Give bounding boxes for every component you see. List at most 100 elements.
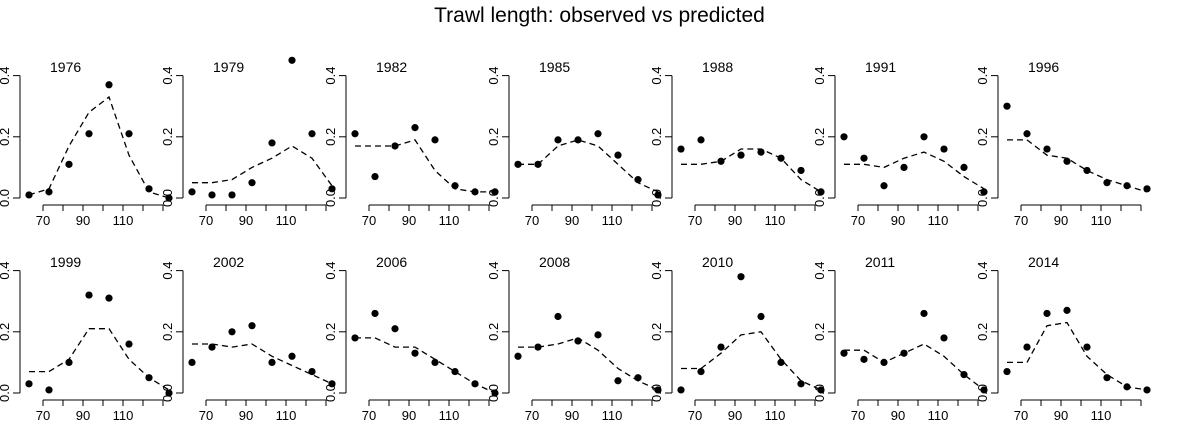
x-tick-label: 70 [688, 408, 702, 423]
y-tick-label: 0.4 [160, 262, 175, 280]
panel-2011: 0.0 0.2 0.4 70 90 110 2011 [812, 254, 988, 423]
y-tick-label: 0.4 [486, 67, 501, 85]
y-tick-label: 0.2 [812, 323, 827, 341]
observed-point [697, 136, 705, 144]
predicted-line [681, 148, 822, 193]
y-tick-label: 0.0 [160, 189, 175, 207]
panel-year-label: 1996 [1028, 59, 1059, 75]
x-tick-label: 110 [765, 213, 786, 228]
observed-point [391, 325, 399, 333]
x-tick-label: 90 [565, 213, 579, 228]
panel-year-label: 2002 [213, 254, 244, 270]
observed-point [1043, 309, 1051, 318]
x-tick-label: 90 [76, 213, 90, 228]
predicted-line [844, 343, 985, 391]
y-tick-label: 0.4 [0, 262, 12, 280]
x-tick-label: 90 [1054, 213, 1068, 228]
y-tick-label: 0.0 [0, 189, 12, 207]
y-tick-label: 0.0 [649, 189, 664, 207]
predicted-line [518, 139, 659, 193]
observed-point [654, 386, 662, 394]
chart-title: Trawl length: observed vs predicted [434, 4, 765, 27]
panel-year-label: 1988 [702, 59, 733, 75]
y-tick-label: 0.2 [975, 323, 990, 341]
observed-point [554, 312, 562, 321]
observed-point [777, 154, 785, 162]
x-tick-label: 110 [439, 213, 460, 228]
observed-point [1143, 185, 1151, 193]
x-tick-label: 70 [1014, 213, 1028, 228]
observed-point [228, 191, 236, 199]
observed-point [1003, 102, 1011, 110]
observed-point [125, 340, 133, 348]
predicted-line [1007, 139, 1148, 193]
observed-point [777, 358, 785, 366]
x-tick-label: 110 [113, 408, 134, 423]
y-tick-label: 0.2 [323, 323, 338, 341]
panel-1979: 0.0 0.2 0.4 70 90 110 1979 [160, 56, 336, 228]
observed-point [411, 349, 419, 357]
y-tick-label: 0.2 [649, 128, 664, 146]
panel-2014: 0.0 0.2 0.4 70 90 110 2014 [975, 254, 1151, 423]
y-tick-label: 0.2 [486, 128, 501, 146]
x-tick-label: 70 [688, 213, 702, 228]
observed-point [940, 145, 948, 153]
observed-point [25, 380, 33, 388]
y-tick-label: 0.2 [486, 323, 501, 341]
observed-point [1103, 374, 1111, 382]
x-tick-label: 110 [602, 213, 623, 228]
observed-point [1023, 343, 1031, 351]
x-tick-label: 110 [276, 408, 297, 423]
x-tick-label: 90 [239, 213, 253, 228]
x-tick-label: 90 [1054, 408, 1068, 423]
observed-point [614, 377, 622, 385]
y-tick-label: 0.0 [975, 384, 990, 402]
y-tick-label: 0.4 [323, 67, 338, 85]
observed-point [471, 188, 479, 196]
panel-year-label: 1985 [539, 59, 570, 75]
observed-point [1063, 157, 1071, 165]
x-tick-label: 90 [402, 408, 416, 423]
y-tick-label: 0.4 [812, 262, 827, 280]
x-tick-label: 70 [36, 408, 50, 423]
y-tick-label: 0.2 [0, 128, 12, 146]
y-tick-label: 0.4 [649, 67, 664, 85]
y-tick-label: 0.0 [649, 384, 664, 402]
observed-point [614, 151, 622, 159]
observed-point [737, 273, 745, 281]
y-tick-label: 0.0 [0, 384, 12, 402]
observed-point [514, 352, 522, 360]
y-tick-label: 0.4 [649, 262, 664, 280]
observed-point [717, 343, 725, 351]
observed-point [471, 380, 479, 388]
observed-point [654, 191, 662, 199]
panel-2008: 0.0 0.2 0.4 70 90 110 2008 [486, 254, 662, 423]
panel-1988: 0.0 0.2 0.4 70 90 110 1988 [649, 59, 825, 228]
y-tick-label: 0.0 [323, 189, 338, 207]
x-tick-label: 110 [1091, 213, 1112, 228]
x-tick-label: 70 [199, 408, 213, 423]
observed-point [228, 328, 236, 336]
observed-point [634, 176, 642, 184]
observed-point [980, 386, 988, 394]
observed-point [534, 343, 542, 351]
y-tick-label: 0.4 [975, 262, 990, 280]
predicted-line [681, 331, 822, 391]
y-tick-label: 0.2 [0, 323, 12, 341]
predicted-line [1007, 321, 1148, 391]
y-tick-label: 0.4 [160, 67, 175, 85]
x-tick-label: 90 [728, 408, 742, 423]
observed-point [860, 154, 868, 162]
observed-point [125, 130, 133, 138]
panel-2010: 0.0 0.2 0.4 70 90 110 2010 [649, 254, 825, 423]
x-tick-label: 90 [891, 408, 905, 423]
y-tick-label: 0.0 [160, 384, 175, 402]
observed-point [574, 136, 582, 144]
y-tick-label: 0.2 [812, 128, 827, 146]
observed-point [880, 182, 888, 190]
y-tick-label: 0.4 [975, 67, 990, 85]
observed-point [165, 389, 173, 397]
x-tick-label: 90 [239, 408, 253, 423]
observed-point [920, 309, 928, 318]
observed-point [677, 145, 685, 153]
